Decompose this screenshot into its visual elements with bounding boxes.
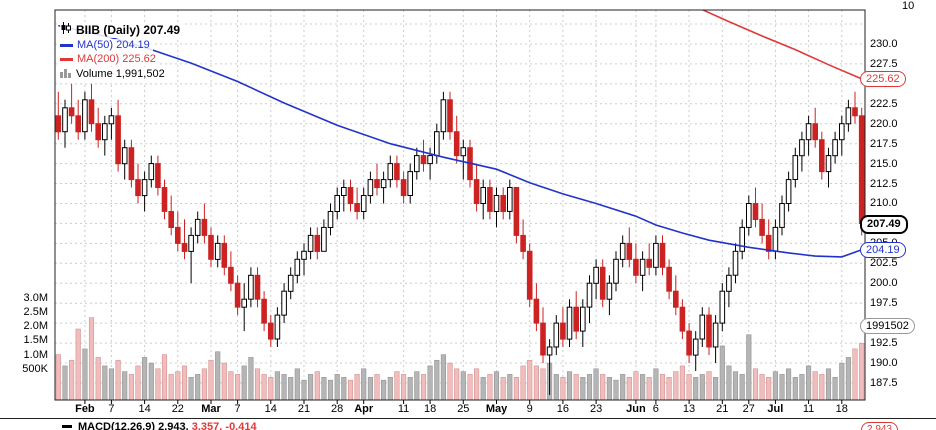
- macd-line-swatch: [62, 425, 72, 428]
- price-tick-label: 190.0: [870, 356, 898, 369]
- ma50-label: MA(50) 204.19: [77, 39, 150, 51]
- last-price-badge: 207.49: [860, 215, 908, 234]
- date-tick-label: 16: [556, 403, 570, 415]
- price-tick-label: 212.5: [870, 177, 898, 190]
- chart-legend: BIIB (Daily) 207.49 MA(50) 204.19 MA(200…: [60, 22, 184, 83]
- ma200-price-badge: 225.62: [860, 71, 906, 87]
- date-tick-label: 6: [652, 403, 659, 415]
- volume-icon: [60, 67, 72, 82]
- date-tick-label: 11: [397, 403, 410, 415]
- macd-label: MACD(12,26,9): [78, 421, 156, 430]
- date-tick-label: May: [485, 403, 508, 415]
- volume-tick-label: 1.0M: [23, 348, 48, 361]
- ma50-line: [58, 24, 862, 258]
- macd-value-badge: 2.943: [861, 422, 899, 430]
- price-tick-label: 217.5: [870, 137, 898, 150]
- volume-tick-label: 3.0M: [23, 291, 48, 304]
- date-tick-label: 7: [108, 403, 115, 415]
- date-tick-label: 7: [234, 403, 241, 415]
- plot-border: [54, 9, 866, 401]
- date-tick-label: Jun: [626, 403, 646, 415]
- date-tick-label: Feb: [75, 403, 95, 415]
- volume-tick-label: 2.5M: [23, 306, 48, 318]
- date-tick-label: 13: [682, 403, 696, 415]
- price-tick-label: 230.0: [870, 37, 898, 50]
- volume-bars: [55, 317, 865, 401]
- price-tick-label: 215.0: [870, 157, 898, 170]
- clipped-scale-label: 10: [902, 0, 915, 12]
- ma50-price-badge: 204.19: [860, 242, 906, 258]
- macd-value: 2.943,: [158, 421, 189, 430]
- date-tick-label: Jul: [767, 403, 784, 415]
- date-tick-label: 21: [297, 403, 311, 415]
- volume-label: Volume 1,991,502: [76, 68, 165, 80]
- candles: [55, 83, 865, 395]
- date-tick-label: 11: [802, 403, 815, 415]
- volume-tick-label: 500K: [22, 362, 48, 375]
- legend-symbol-line: BIIB (Daily) 207.49: [60, 22, 184, 38]
- macd-legend: MACD(12,26,9) 2.943, 3.357, -0.414: [78, 421, 257, 430]
- candlestick-icon: [60, 22, 72, 38]
- legend-ma200: MA(200) 225.62: [60, 53, 159, 66]
- macd-panel: MACD(12,26,9) 2.943, 3.357, -0.414 2.943: [0, 418, 936, 430]
- price-tick-label: 222.5: [870, 97, 898, 110]
- date-tick-label: 21: [716, 403, 729, 415]
- date-tick-label: 25: [457, 403, 470, 415]
- price-tick-label: 187.5: [870, 376, 898, 389]
- ma200-swatch: [60, 58, 73, 61]
- volume-tick-label: 2.0M: [23, 320, 48, 333]
- ma200-label: MA(200) 225.62: [77, 53, 156, 65]
- volume-tick-label: 1.5M: [23, 334, 48, 347]
- price-tick-label: 210.0: [870, 197, 898, 210]
- date-tick-label: 18: [835, 403, 848, 415]
- price-tick-label: 197.5: [870, 297, 898, 310]
- macd-hist-value: -0.414: [225, 421, 257, 430]
- legend-volume: Volume 1,991,502: [60, 67, 168, 82]
- price-tick-label: 220.0: [870, 117, 898, 130]
- date-tick-label: 22: [171, 403, 184, 415]
- date-tick-label: 9: [526, 403, 533, 415]
- date-tick-label: 23: [589, 403, 603, 415]
- date-tick-label: Apr: [354, 403, 374, 415]
- date-tick-label: 14: [138, 403, 151, 415]
- macd-signal-value: 3.357,: [191, 421, 223, 430]
- ma200-line: [701, 10, 863, 80]
- legend-ma50: MA(50) 204.19: [60, 39, 153, 52]
- date-tick-label: 18: [423, 403, 437, 415]
- price-tick-label: 192.5: [870, 337, 898, 350]
- date-tick-label: 14: [264, 403, 277, 415]
- date-tick-label: Mar: [201, 403, 221, 415]
- volume-badge: 1991502: [860, 318, 915, 334]
- ma50-swatch: [60, 44, 73, 47]
- price-tick-label: 227.5: [870, 57, 898, 70]
- price-tick-label: 200.0: [870, 277, 898, 290]
- symbol-title: BIIB (Daily) 207.49: [76, 22, 181, 37]
- date-tick-label: 27: [742, 403, 755, 415]
- price-tick-label: 202.5: [870, 257, 898, 270]
- date-tick-label: 28: [331, 403, 344, 415]
